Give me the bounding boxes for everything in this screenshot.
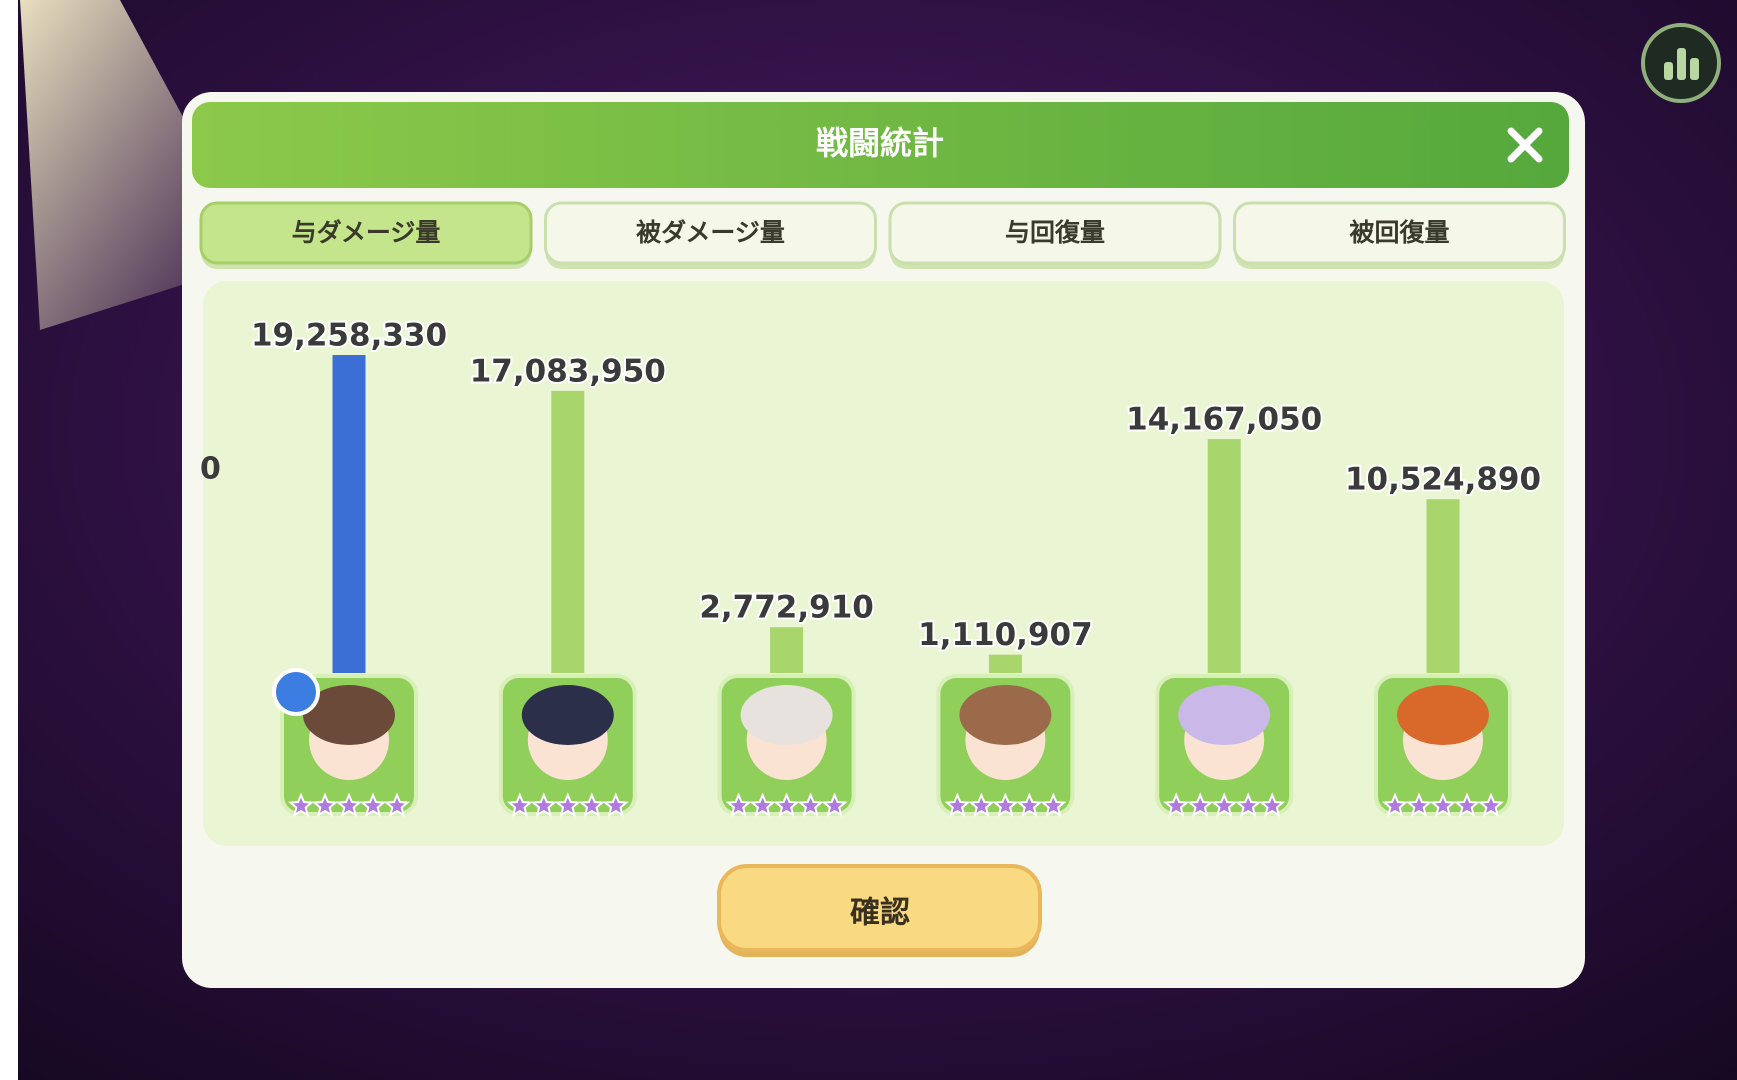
star — [773, 792, 800, 817]
close-button[interactable] — [1507, 127, 1543, 163]
portrait-hair — [959, 685, 1052, 745]
star — [383, 792, 411, 817]
star — [530, 792, 557, 817]
portrait-hair — [303, 685, 395, 745]
tab-label[interactable]: 与回復量 — [1005, 218, 1105, 247]
mvp-badge — [272, 668, 320, 716]
dialog-header — [192, 102, 1569, 188]
portrait-hair — [1178, 685, 1271, 745]
star — [1429, 792, 1457, 817]
star — [359, 792, 387, 817]
star — [506, 792, 533, 817]
confirm-button[interactable] — [717, 864, 1042, 952]
edge — [0, 0, 18, 1080]
star — [797, 792, 824, 817]
value-label: 10,524,890 — [1345, 462, 1541, 498]
bar — [988, 654, 1022, 673]
star — [1477, 792, 1505, 817]
tab[interactable] — [888, 201, 1222, 265]
value-label: 19,258,330 — [251, 318, 447, 354]
star — [1381, 792, 1409, 817]
tab[interactable] — [544, 201, 877, 265]
bar — [1426, 499, 1460, 673]
star — [1259, 792, 1286, 817]
tab-label[interactable]: 与ダメージ量 — [292, 218, 441, 247]
star — [311, 792, 339, 817]
star — [725, 792, 752, 817]
tab[interactable] — [1233, 201, 1566, 265]
star — [1187, 792, 1214, 817]
star — [968, 792, 995, 817]
star — [1016, 792, 1043, 817]
tab-label[interactable]: 被ダメージ量 — [636, 218, 785, 247]
star — [992, 792, 1019, 817]
bar — [551, 390, 585, 673]
value-label: 1,110,907 — [918, 617, 1093, 653]
tab-label[interactable]: 被回復量 — [1349, 218, 1449, 247]
star — [335, 792, 363, 817]
portrait-hair — [740, 685, 833, 745]
stats-icon — [1664, 48, 1699, 80]
dialog-title: 戦闘統計 — [816, 124, 944, 162]
star — [1040, 792, 1067, 817]
star — [1405, 792, 1433, 817]
tab-bar: 与ダメージ量 被ダメージ量 与回復量 被回復量 — [199, 201, 1566, 269]
star — [602, 792, 629, 817]
value-label: 2,772,910 — [699, 590, 874, 626]
star — [821, 792, 848, 817]
star — [1453, 792, 1481, 817]
chart: 19,258,330 17,083,950 2,772,910 1,110,907 14… — [249, 316, 1543, 817]
bar — [770, 627, 804, 673]
star — [554, 792, 581, 817]
tab[interactable] — [199, 201, 533, 265]
portrait-hair — [521, 685, 614, 745]
star — [1211, 792, 1238, 817]
bar — [332, 355, 366, 673]
value-label: 14,167,050 — [1126, 402, 1322, 438]
portrait-hair — [1397, 685, 1489, 745]
star — [578, 792, 605, 817]
star — [1235, 792, 1262, 817]
confirm-label[interactable]: 確認 — [850, 896, 910, 931]
star — [1163, 792, 1190, 817]
star — [287, 792, 315, 817]
bar — [1207, 439, 1241, 673]
star — [749, 792, 776, 817]
clipped-label: 0 — [200, 452, 221, 487]
value-label: 17,083,950 — [470, 353, 666, 389]
star — [944, 792, 971, 817]
